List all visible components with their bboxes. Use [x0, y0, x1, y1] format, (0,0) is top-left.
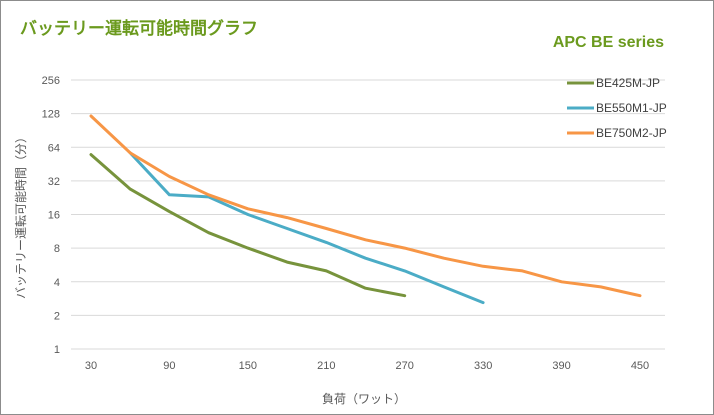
x-tick-label: 270: [396, 360, 414, 372]
chart-subtitle: APC BE series: [552, 34, 664, 51]
x-tick-label: 210: [317, 360, 335, 372]
y-tick-label: 128: [42, 109, 60, 121]
y-tick-label: 16: [48, 210, 60, 222]
y-tick-label: 1: [54, 344, 60, 356]
x-tick-label: 30: [85, 360, 97, 372]
y-tick-label: 2: [54, 310, 60, 322]
y-tick-label: 256: [42, 75, 60, 87]
legend-label: BE550M1-JP: [596, 101, 667, 115]
y-tick-label: 32: [48, 176, 60, 188]
x-tick-label: 150: [239, 360, 257, 372]
y-tick-label: 8: [54, 243, 60, 255]
y-axis-ticks: 1 2 4 8 16 32 64 128 256: [42, 75, 60, 356]
legend-label: BE750M2-JP: [596, 126, 667, 140]
x-axis-label: 負荷（ワット）: [322, 392, 406, 406]
x-axis-ticks: 30 90 150 210 270 330 390 450: [85, 360, 649, 372]
x-tick-label: 390: [552, 360, 570, 372]
series-line-be425m-jp: [89, 153, 407, 298]
y-tick-label: 64: [48, 142, 60, 154]
y-axis-label: バッテリー運転可能時間（分）: [14, 131, 28, 299]
series-line-be750m2-jp: [89, 114, 642, 298]
legend: BE425M-JP BE550M1-JP BE750M2-JP: [567, 76, 667, 140]
y-tick-label: 4: [54, 277, 60, 289]
legend-label: BE425M-JP: [596, 76, 660, 90]
x-tick-label: 90: [163, 360, 175, 372]
x-tick-label: 330: [474, 360, 492, 372]
series-lines: [89, 114, 642, 305]
chart-title: バッテリー運転可能時間グラフ: [20, 19, 258, 39]
series-line-be550m1-jp: [128, 151, 485, 305]
gridlines: [71, 79, 665, 350]
x-tick-label: 450: [631, 360, 649, 372]
